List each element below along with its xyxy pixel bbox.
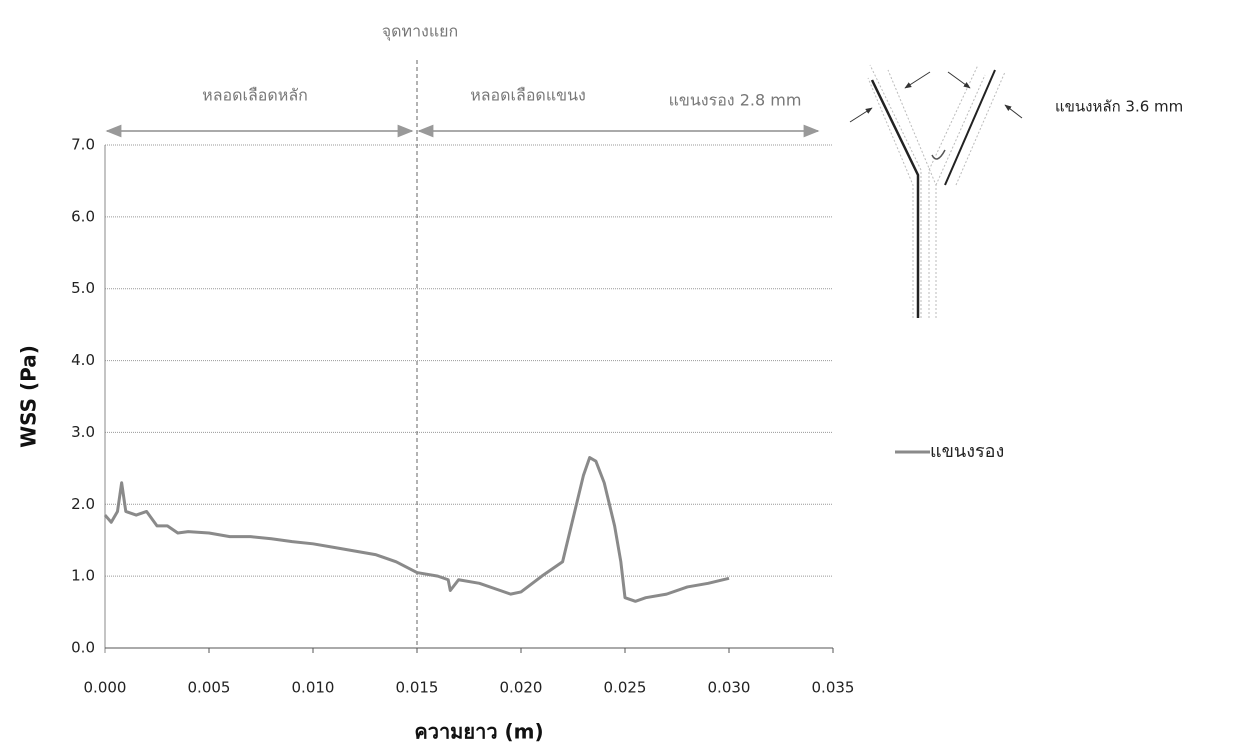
vessel-diagram <box>849 64 1023 318</box>
y-tick-label: 2.0 <box>71 495 95 513</box>
x-tick-label: 0.025 <box>604 679 647 697</box>
y-tick-label: 6.0 <box>71 207 95 225</box>
x-tick-label: 0.010 <box>292 679 335 697</box>
y-tick-label: 0.0 <box>71 639 95 657</box>
main-vessel-label: หลอดเลือดหลัก <box>202 86 308 105</box>
y-tick-label: 7.0 <box>71 136 95 154</box>
y-tick-label: 4.0 <box>71 351 95 369</box>
main-branch-label: แขนงหลัก 3.6 mm <box>1055 98 1183 116</box>
y-tick-label: 1.0 <box>71 567 95 585</box>
junction-label: จุดทางแยก <box>382 22 458 42</box>
y-axis-title: WSS (Pa) <box>17 345 41 448</box>
x-tick-label: 0.000 <box>84 679 127 697</box>
secondary-branch-label: แขนงรอง 2.8 mm <box>669 91 802 110</box>
y-tick-label: 3.0 <box>71 423 95 441</box>
x-axis-title: ความยาว (m) <box>414 720 543 744</box>
y-tick-label: 5.0 <box>71 279 95 297</box>
branch-vessel-label: หลอดเลือดแขนง <box>470 86 586 105</box>
x-tick-label: 0.005 <box>188 679 231 697</box>
data-line <box>103 456 730 603</box>
x-tick-label: 0.030 <box>708 679 751 697</box>
x-tick-label: 0.015 <box>396 679 439 697</box>
x-tick-label: 0.020 <box>500 679 543 697</box>
x-tick-label: 0.035 <box>812 679 855 697</box>
legend-label: แขนงรอง <box>930 441 1004 462</box>
